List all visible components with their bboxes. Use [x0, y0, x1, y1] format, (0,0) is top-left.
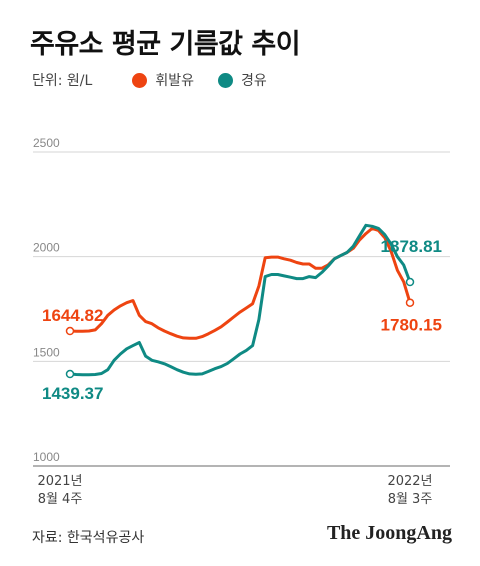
legend-item-diesel: 경유 — [217, 70, 267, 90]
source-note: 자료: 한국석유공사 — [32, 530, 145, 546]
x-tick-label-1-bottom: 8월 3주 — [388, 492, 433, 507]
chart-title: 주유소 평균 기름값 추이 — [30, 29, 301, 60]
unit-label: 단위: 원/L — [32, 73, 93, 89]
legend-label-gasoline: 휘발유 — [155, 73, 194, 89]
series-start-label-0: 1644.82 — [42, 306, 103, 325]
series-start-label-1: 1439.37 — [42, 384, 103, 403]
y-tick-label-1500: 1500 — [33, 345, 60, 359]
x-tick-label-0-top: 2021년 — [37, 474, 82, 489]
y-tick-label-2500: 2500 — [33, 136, 60, 150]
series-line-1 — [68, 223, 412, 377]
brand-logo: The JoongAng — [326, 522, 452, 544]
legend: 단위: 원/L 휘발유 경유 — [32, 70, 291, 90]
y-tick-label-2000: 2000 — [33, 241, 60, 255]
series-end-point-0 — [405, 298, 415, 307]
legend-item-gasoline: 휘발유 — [132, 70, 194, 90]
y-tick-label-1000: 1000 — [33, 450, 60, 464]
series-end-label-0: 1780.15 — [381, 316, 442, 335]
series-end-label-1: 1878.81 — [381, 237, 442, 256]
series-line-0 — [68, 226, 412, 340]
x-tick-label-0-bottom: 8월 4주 — [38, 492, 83, 507]
x-tick-label-1-top: 2022년 — [387, 474, 432, 489]
legend-dot-diesel — [217, 72, 233, 88]
series-start-point-1 — [65, 369, 75, 379]
legend-dot-gasoline — [132, 72, 148, 88]
legend-label-diesel: 경유 — [240, 73, 267, 89]
series-end-point-1 — [405, 277, 415, 287]
series-start-point-0 — [65, 326, 75, 336]
